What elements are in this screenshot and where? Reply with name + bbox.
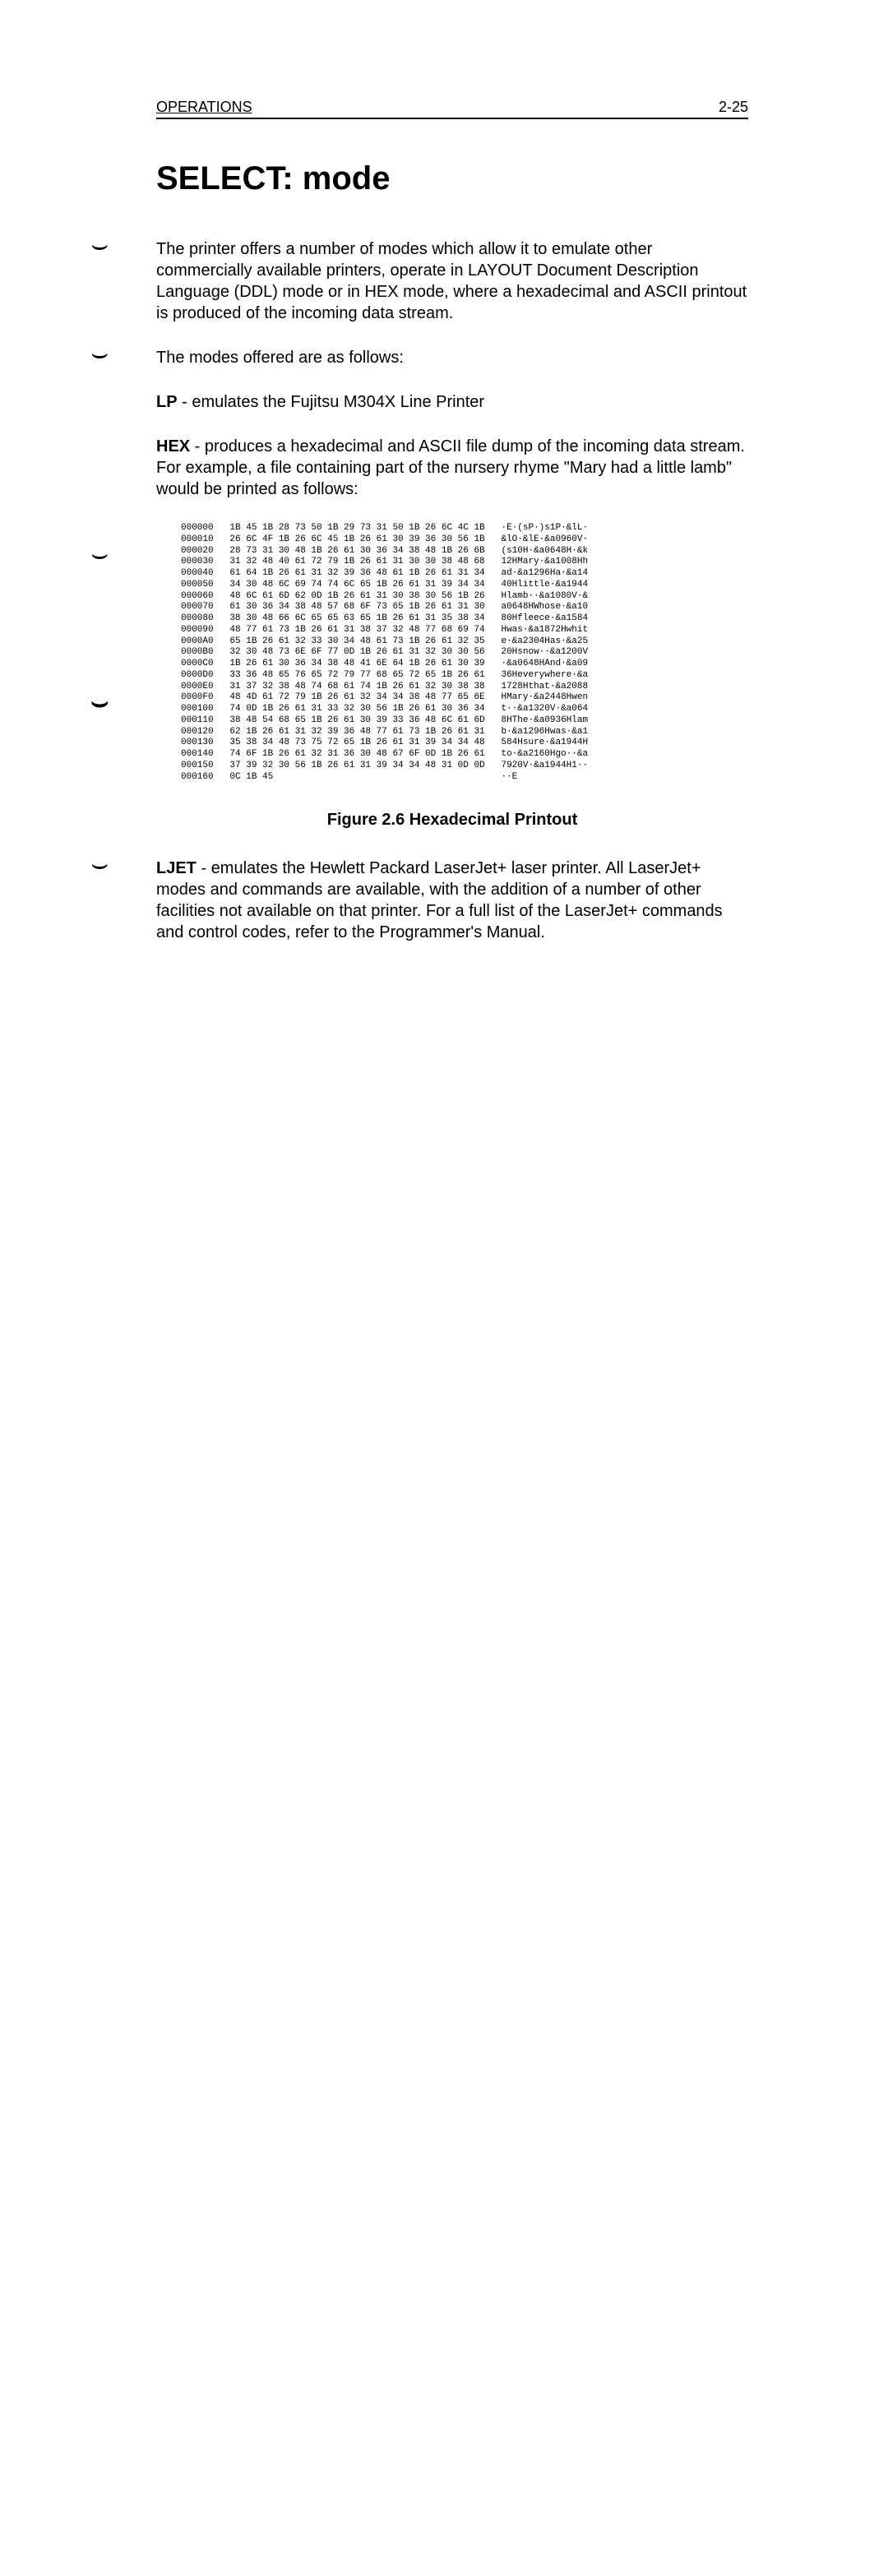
intro-text: The printer offers a number of modes whi…: [156, 240, 747, 322]
lp-label: LP: [156, 393, 178, 411]
header-section: OPERATIONS: [156, 99, 252, 116]
ljet-description: - emulates the Hewlett Packard LaserJet+…: [156, 859, 723, 941]
ljet-label: LJET: [156, 859, 197, 877]
binder-mark-icon: ⌣: [90, 347, 109, 361]
hexdump-block: ⌣ ⌣ 000000 1B 45 1B 28 73 50 1B 29 73 31…: [156, 523, 748, 783]
figure-caption: Figure 2.6 Hexadecimal Printout: [156, 811, 748, 830]
hex-description: - produces a hexadecimal and ASCII file …: [156, 437, 745, 498]
hex-label: HEX: [156, 437, 190, 456]
binder-mark-icon: ⌣: [90, 858, 109, 872]
modes-intro: ⌣ The modes offered are as follows:: [156, 347, 748, 368]
binder-mark-icon: ⌣: [90, 548, 109, 562]
hex-mode-paragraph: HEX - produces a hexadecimal and ASCII f…: [156, 436, 748, 500]
page-title: SELECT: mode: [156, 160, 748, 197]
intro-paragraph: ⌣ The printer offers a number of modes w…: [156, 238, 748, 324]
page: OPERATIONS 2-25 SELECT: mode ⌣ The print…: [0, 0, 888, 1131]
hexdump-listing: 000000 1B 45 1B 28 73 50 1B 29 73 31 50 …: [181, 523, 748, 783]
modes-intro-text: The modes offered are as follows:: [156, 349, 404, 367]
running-header: OPERATIONS 2-25: [156, 99, 748, 119]
ljet-mode-paragraph: ⌣ LJET - emulates the Hewlett Packard La…: [156, 858, 748, 943]
binder-mark-icon: ⌣: [90, 238, 109, 252]
binder-mark-icon: ⌣: [90, 696, 109, 710]
header-page-number: 2-25: [719, 99, 748, 116]
lp-description: - emulates the Fujitsu M304X Line Printe…: [178, 393, 485, 411]
lp-mode-paragraph: LP - emulates the Fujitsu M304X Line Pri…: [156, 391, 748, 413]
